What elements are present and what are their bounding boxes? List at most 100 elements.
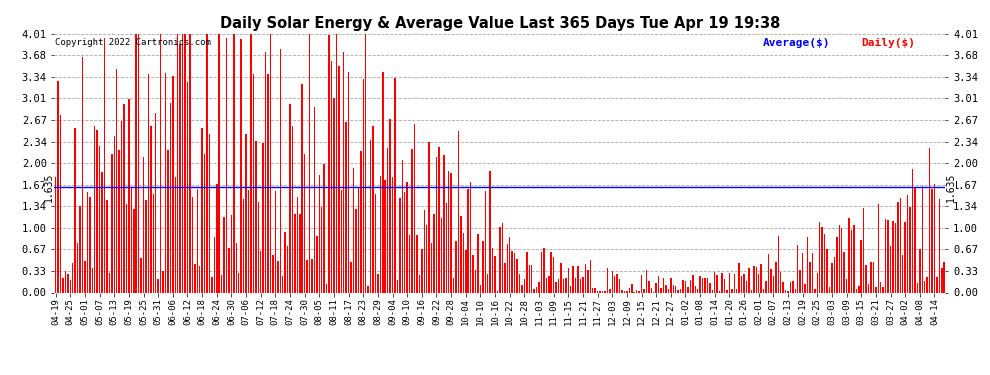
Bar xyxy=(719,291,721,292)
Bar xyxy=(499,227,501,292)
Bar xyxy=(187,82,188,292)
Bar xyxy=(519,274,520,292)
Bar xyxy=(629,288,630,292)
Bar xyxy=(152,194,154,292)
Bar xyxy=(767,254,769,292)
Bar xyxy=(236,243,237,292)
Bar xyxy=(339,66,340,292)
Bar xyxy=(672,285,674,292)
Bar xyxy=(670,278,671,292)
Bar xyxy=(814,289,816,292)
Bar xyxy=(582,277,584,292)
Bar xyxy=(943,262,945,292)
Bar xyxy=(912,169,913,292)
Bar xyxy=(932,189,933,292)
Bar xyxy=(311,259,313,292)
Bar xyxy=(421,249,423,292)
Bar xyxy=(580,279,581,292)
Bar xyxy=(614,276,616,292)
Bar xyxy=(331,61,333,292)
Bar xyxy=(919,249,921,292)
Bar xyxy=(717,275,718,292)
Bar xyxy=(96,130,98,292)
Bar xyxy=(324,164,325,292)
Bar xyxy=(714,272,716,292)
Bar xyxy=(252,74,254,292)
Bar xyxy=(184,34,186,292)
Bar xyxy=(589,260,591,292)
Bar xyxy=(64,272,66,292)
Bar xyxy=(702,278,703,292)
Bar xyxy=(269,34,271,292)
Bar xyxy=(347,72,349,292)
Bar xyxy=(648,281,649,292)
Bar xyxy=(937,277,938,292)
Bar xyxy=(565,278,566,292)
Bar xyxy=(157,279,159,292)
Bar xyxy=(444,155,445,292)
Bar xyxy=(750,290,752,292)
Bar xyxy=(426,225,428,292)
Bar xyxy=(89,197,90,292)
Bar xyxy=(257,202,259,292)
Bar xyxy=(306,260,308,292)
Bar xyxy=(837,237,838,292)
Bar xyxy=(352,168,354,292)
Bar xyxy=(817,273,818,292)
Bar xyxy=(802,253,803,292)
Bar xyxy=(517,259,518,292)
Bar xyxy=(470,182,471,292)
Bar xyxy=(57,81,58,292)
Bar xyxy=(562,279,564,292)
Bar xyxy=(850,230,852,292)
Bar xyxy=(743,274,744,292)
Bar xyxy=(265,52,266,292)
Bar xyxy=(763,289,764,292)
Bar xyxy=(179,44,181,292)
Bar xyxy=(917,283,918,292)
Bar xyxy=(169,103,171,292)
Bar xyxy=(557,279,559,292)
Bar xyxy=(277,261,278,292)
Bar xyxy=(560,262,561,292)
Bar xyxy=(248,190,249,292)
Bar xyxy=(863,209,864,292)
Bar xyxy=(482,241,483,292)
Bar xyxy=(641,275,643,292)
Bar xyxy=(357,187,359,292)
Bar xyxy=(504,263,506,292)
Bar xyxy=(384,180,386,292)
Bar xyxy=(162,271,163,292)
Bar xyxy=(211,277,213,292)
Bar xyxy=(541,252,543,292)
Bar xyxy=(59,116,61,292)
Bar xyxy=(326,284,328,292)
Bar xyxy=(419,275,420,292)
Bar xyxy=(550,252,552,292)
Bar xyxy=(873,262,874,292)
Bar xyxy=(655,283,657,292)
Bar xyxy=(455,242,456,292)
Bar xyxy=(267,74,268,292)
Bar xyxy=(675,286,676,292)
Bar xyxy=(138,34,140,292)
Bar xyxy=(507,244,508,292)
Bar xyxy=(367,285,369,292)
Bar xyxy=(79,206,81,292)
Bar xyxy=(512,251,513,292)
Bar xyxy=(450,172,451,292)
Bar xyxy=(409,236,411,292)
Bar xyxy=(841,228,842,292)
Bar xyxy=(189,34,191,292)
Bar xyxy=(927,277,928,292)
Bar xyxy=(687,287,689,292)
Bar xyxy=(741,276,742,292)
Bar xyxy=(414,124,415,292)
Bar xyxy=(777,236,779,292)
Bar xyxy=(727,290,728,292)
Bar xyxy=(692,276,694,292)
Bar xyxy=(62,278,63,292)
Bar xyxy=(914,188,916,292)
Bar xyxy=(922,186,923,292)
Bar xyxy=(343,52,345,292)
